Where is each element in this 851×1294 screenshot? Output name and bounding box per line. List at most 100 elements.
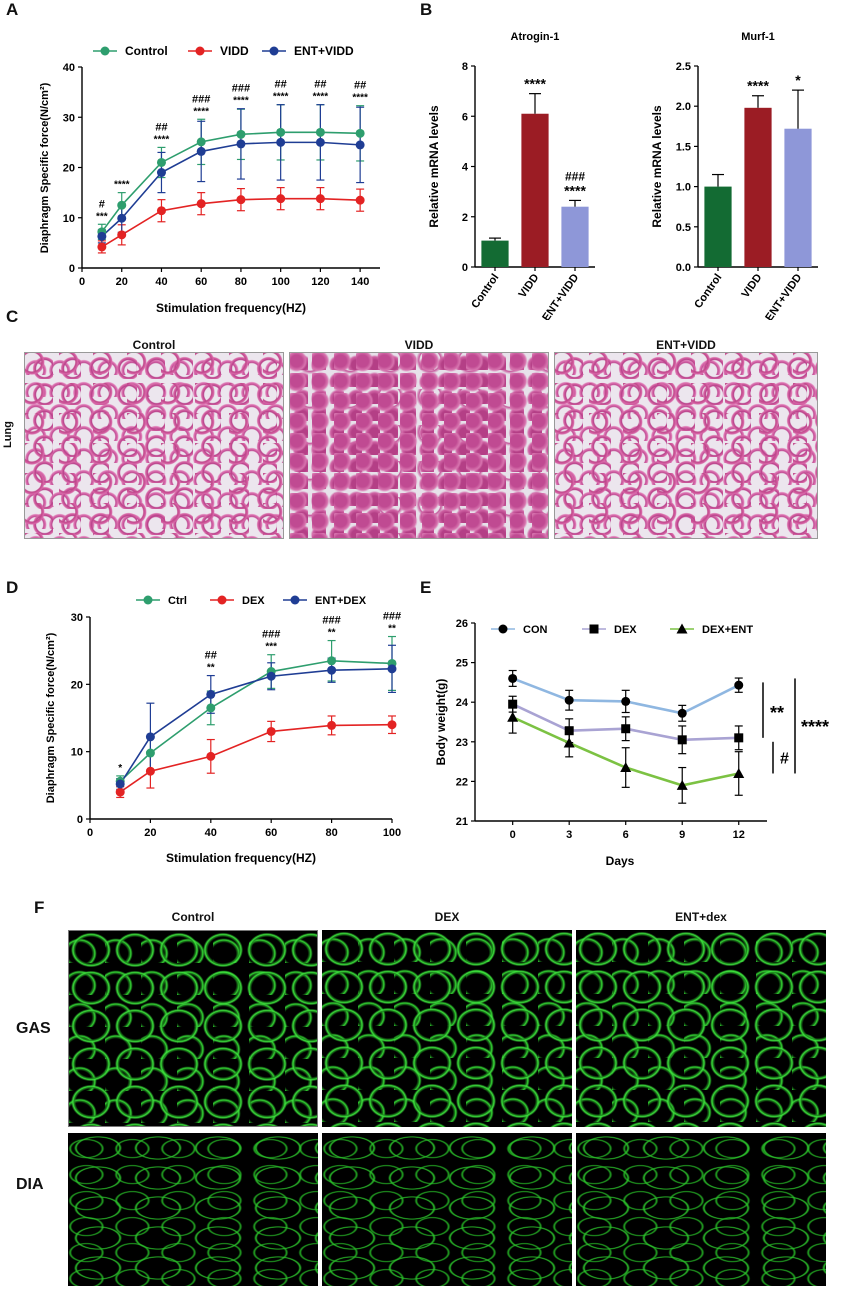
significance-label: ### bbox=[322, 615, 340, 627]
significance-label: **** bbox=[801, 717, 829, 737]
y-tick-label: 25 bbox=[456, 658, 468, 670]
legend-label: DEX bbox=[242, 595, 265, 607]
data-point bbox=[117, 200, 127, 210]
panel-c-row-label: Lung bbox=[2, 421, 14, 448]
data-point bbox=[196, 199, 206, 209]
legend-label: CON bbox=[523, 624, 548, 636]
y-tick-label: 30 bbox=[63, 112, 75, 124]
data-point bbox=[734, 680, 744, 690]
data-point bbox=[115, 779, 125, 789]
category-label: VIDD bbox=[740, 272, 765, 300]
significance-label: ** bbox=[388, 624, 396, 635]
gas-image-dex bbox=[322, 930, 572, 1127]
x-tick-label: 40 bbox=[155, 276, 167, 288]
data-point bbox=[327, 656, 337, 666]
data-point bbox=[315, 137, 325, 147]
series-line bbox=[119, 659, 393, 782]
panel-letter-a: A bbox=[6, 0, 19, 19]
legend-label: ENT+VIDD bbox=[294, 44, 354, 58]
legend-marker bbox=[100, 46, 110, 56]
y-tick-label: 20 bbox=[63, 163, 75, 175]
y-tick-label: 0.5 bbox=[676, 222, 691, 234]
x-tick-label: 20 bbox=[116, 276, 128, 288]
significance-label: ## bbox=[354, 80, 366, 92]
significance-label: **** bbox=[564, 182, 586, 198]
panel-letter-b: B bbox=[420, 0, 433, 19]
data-point bbox=[276, 194, 286, 204]
lung-image-vidd bbox=[289, 352, 549, 539]
dia-image-entdex bbox=[576, 1133, 826, 1286]
y-tick-label: 23 bbox=[456, 737, 468, 749]
y-axis-title: Diaphragm Specific force(N/cm²) bbox=[39, 82, 51, 253]
x-tick-label: 40 bbox=[205, 827, 217, 839]
series-line bbox=[101, 141, 361, 237]
data-point bbox=[266, 671, 276, 681]
data-point bbox=[196, 146, 206, 156]
chart-d: 0 10 20 30 0 20 40 60 80 100 Ctrl DEX ENT+DEX Stimula… bbox=[45, 595, 401, 865]
significance-label: ## bbox=[155, 121, 167, 133]
legend-label: DEX+ENT bbox=[702, 624, 753, 636]
y-tick-label: 2.0 bbox=[676, 101, 691, 113]
panel-f-title-dex: DEX bbox=[434, 910, 460, 924]
data-point bbox=[236, 195, 246, 205]
data-point bbox=[734, 733, 744, 743]
data-point bbox=[145, 766, 155, 776]
data-point bbox=[387, 664, 397, 674]
significance-label: ### bbox=[383, 611, 401, 623]
panel-letter-e: E bbox=[420, 578, 432, 597]
dia-image-control bbox=[68, 1133, 318, 1286]
significance-label: **** bbox=[233, 96, 249, 107]
x-axis-title: Days bbox=[606, 854, 635, 868]
data-point bbox=[156, 168, 166, 178]
significance-label: ** bbox=[207, 663, 215, 674]
significance-label: *** bbox=[96, 211, 108, 222]
legend-marker bbox=[589, 624, 599, 634]
legend-marker bbox=[217, 595, 227, 605]
y-axis-title: Body weight(g) bbox=[434, 679, 448, 766]
data-point bbox=[145, 748, 155, 758]
panel-c-title-control: Control bbox=[132, 338, 176, 352]
data-point bbox=[156, 206, 166, 216]
bar bbox=[481, 240, 509, 267]
data-point bbox=[621, 696, 631, 706]
category-label: VIDD bbox=[517, 272, 542, 300]
data-point bbox=[236, 129, 246, 139]
data-point bbox=[327, 720, 337, 730]
legend-marker bbox=[195, 46, 205, 56]
chart-b-murf: 0.0 0.5 1.0 1.5 2.0 2.5 Murf-1 Relative mRNA le… bbox=[650, 31, 818, 320]
data-point bbox=[564, 695, 574, 705]
y-tick-label: 2 bbox=[462, 212, 468, 224]
data-point bbox=[315, 127, 325, 137]
significance-label: ### bbox=[262, 629, 280, 641]
data-point bbox=[563, 737, 575, 748]
significance-label: **** bbox=[273, 92, 289, 103]
x-tick-label: 60 bbox=[195, 276, 207, 288]
legend-marker bbox=[676, 623, 688, 634]
data-point bbox=[206, 751, 216, 761]
y-tick-label: 0 bbox=[77, 814, 83, 826]
data-point bbox=[355, 128, 365, 138]
legend-marker bbox=[498, 624, 508, 634]
panel-c-title-ent: ENT+VIDD bbox=[656, 338, 716, 352]
x-tick-label: 9 bbox=[679, 829, 685, 841]
category-label: ENT+VIDD bbox=[540, 272, 581, 320]
legend-marker bbox=[290, 595, 300, 605]
data-point bbox=[387, 720, 397, 730]
category-label: Control bbox=[469, 272, 501, 311]
significance-label: # bbox=[99, 198, 105, 210]
legend-label: VIDD bbox=[220, 44, 249, 58]
data-point bbox=[327, 665, 337, 675]
x-tick-label: 0 bbox=[87, 827, 93, 839]
legend-label: Control bbox=[125, 44, 168, 58]
data-point bbox=[620, 762, 632, 773]
x-tick-label: 80 bbox=[235, 276, 247, 288]
panel-letter-d: D bbox=[6, 578, 19, 597]
series-line bbox=[119, 723, 393, 793]
lung-image-ent-vidd bbox=[554, 352, 818, 539]
y-tick-label: 6 bbox=[462, 111, 468, 123]
bar bbox=[704, 186, 732, 267]
series-line bbox=[101, 131, 361, 233]
bar bbox=[521, 113, 549, 267]
x-tick-label: 0 bbox=[79, 276, 85, 288]
y-tick-label: 26 bbox=[456, 618, 468, 630]
